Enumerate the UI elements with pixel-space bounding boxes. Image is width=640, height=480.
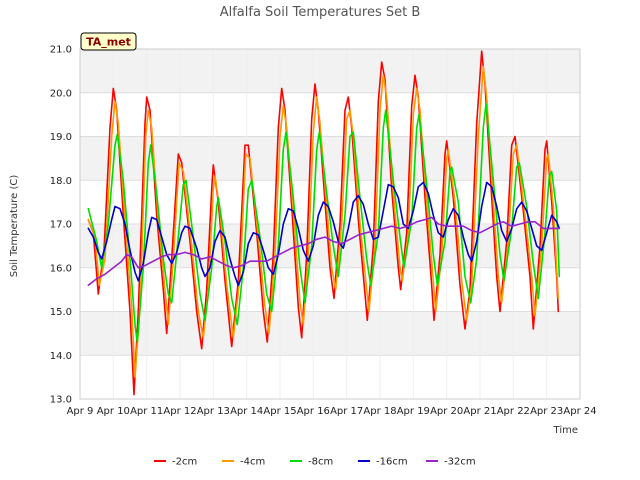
y-tick-label: 20.0 — [50, 88, 72, 99]
x-tick-label: Apr 23 — [530, 406, 563, 417]
x-tick-label: Apr 20 — [430, 406, 463, 417]
background-band — [80, 136, 580, 181]
series-line-8cm — [87, 102, 561, 343]
plot-area-border — [79, 48, 581, 400]
x-axis-label: Time — [553, 425, 578, 436]
x-tick-label: Apr 13 — [197, 406, 230, 417]
y-tick-label: 17.0 — [50, 220, 72, 231]
site-badge: TA_met — [80, 32, 137, 51]
series-line-32cm — [87, 216, 561, 287]
y-tick-label: 15.0 — [50, 307, 72, 318]
series-lines — [87, 50, 561, 396]
x-tick-label: Apr 10 — [97, 406, 130, 417]
y-tick-label: 13.0 — [50, 395, 72, 406]
x-tick-label: Apr 19 — [397, 406, 430, 417]
legend-label: -32cm — [444, 457, 476, 468]
series-line-4cm — [87, 65, 560, 378]
y-axis-label: Soil Temperature (C) — [9, 175, 20, 278]
legend-label: -2cm — [172, 457, 197, 468]
x-tick-label: Apr 15 — [263, 406, 296, 417]
y-axis-ticks: 13.0 14.0 15.0 16.0 17.0 18.0 19.0 20.0 21.0 — [50, 45, 72, 406]
legend-label: -8cm — [308, 457, 333, 468]
x-tick-label: Apr 21 — [463, 406, 496, 417]
background-band — [80, 311, 580, 356]
y-tick-label: 14.0 — [50, 351, 72, 362]
site-badge-label: TA_met — [86, 36, 131, 49]
x-tick-label: Apr 22 — [497, 406, 530, 417]
x-tick-label: Apr 11 — [130, 406, 163, 417]
legend-label: -4cm — [240, 457, 265, 468]
x-tick-label: Apr 9 — [67, 406, 94, 417]
x-tick-label: Apr 16 — [297, 406, 330, 417]
y-tick-label: 18.0 — [50, 176, 72, 187]
background-band — [80, 355, 580, 399]
x-tick-label: Apr 12 — [163, 406, 196, 417]
legend-label: -16cm — [376, 457, 408, 468]
background-band — [80, 92, 580, 137]
chart-title: Alfalfa Soil Temperatures Set B — [220, 5, 421, 20]
site-badge-box — [80, 32, 137, 51]
y-tick-label: 21.0 — [50, 45, 72, 56]
legend: -2cm -4cm -8cm -16cm -32cm — [154, 457, 476, 468]
series-line-2cm — [87, 50, 560, 396]
x-tick-label: Apr 14 — [230, 406, 263, 417]
y-tick-label: 19.0 — [50, 132, 72, 143]
background-band — [80, 49, 580, 93]
x-tick-label: Apr 17 — [330, 406, 363, 417]
x-tick-label: Apr 24 — [563, 406, 596, 417]
y-tick-label: 16.0 — [50, 263, 72, 274]
x-tick-label: Apr 18 — [363, 406, 396, 417]
x-axis-ticks: Apr 9 Apr 10 Apr 11 Apr 12 Apr 13 Apr 14 Apr 1… — [67, 406, 597, 417]
series-line-16cm — [87, 181, 561, 287]
